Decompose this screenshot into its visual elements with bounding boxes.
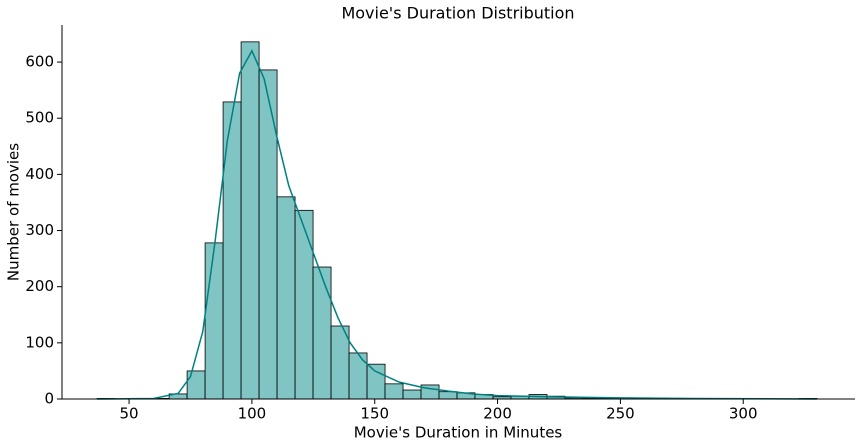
y-tick-label: 600 [25, 53, 54, 71]
x-tick-label: 100 [238, 405, 267, 423]
bar [384, 383, 404, 400]
x-tick-label: 250 [606, 405, 635, 423]
y-tick-label: 400 [25, 165, 54, 183]
bar [204, 242, 224, 400]
y-tick-label: 100 [25, 333, 54, 351]
bar [438, 391, 458, 400]
y-tick-label: 0 [44, 390, 54, 408]
x-tick-label: 50 [120, 405, 139, 423]
y-tick-label: 500 [25, 109, 54, 127]
bar [348, 352, 368, 400]
bar [402, 389, 422, 400]
x-tick-label: 150 [360, 405, 389, 423]
chart-title: Movie's Duration Distribution [341, 4, 574, 23]
x-axis-label: Movie's Duration in Minutes [354, 424, 563, 442]
y-tick-label: 300 [25, 221, 54, 239]
bar [312, 266, 332, 400]
x-tick-label: 300 [729, 405, 758, 423]
bar [186, 370, 206, 400]
bar [276, 196, 296, 400]
y-tick-label: 200 [25, 277, 54, 295]
bar [222, 101, 242, 400]
bar [366, 363, 386, 400]
bar [294, 209, 314, 400]
x-tick-label: 200 [483, 405, 512, 423]
kde-line [97, 49, 817, 400]
y-axis-label: Number of movies [5, 143, 23, 281]
bar [258, 69, 278, 400]
bar [330, 325, 350, 400]
bar [240, 41, 260, 400]
